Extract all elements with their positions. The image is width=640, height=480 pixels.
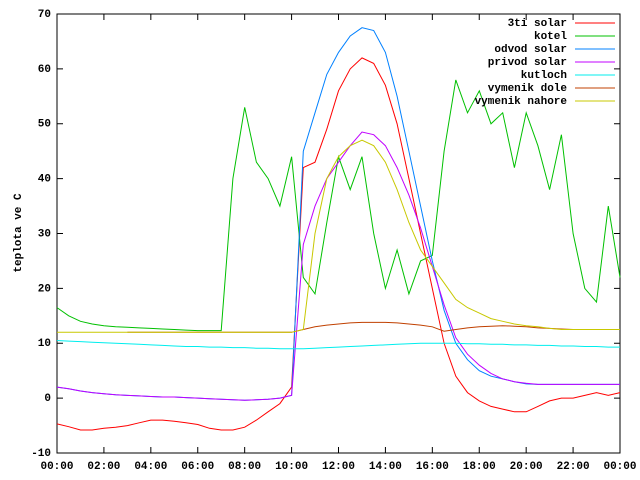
y-tick-label: -10 — [31, 448, 51, 460]
x-tick-label: 10:00 — [275, 461, 308, 473]
x-tick-label: 14:00 — [369, 461, 402, 473]
x-tick-label: 20:00 — [510, 461, 543, 473]
legend-label: privod solar — [488, 57, 567, 69]
x-tick-label: 22:00 — [557, 461, 590, 473]
legend-label: kutloch — [521, 70, 567, 82]
x-tick-label: 16:00 — [416, 461, 449, 473]
y-tick-label: 10 — [38, 338, 51, 350]
series-line — [56, 340, 620, 350]
series-line — [56, 131, 620, 401]
y-tick-label: 60 — [38, 64, 51, 76]
x-tick-label: 00:00 — [603, 461, 636, 473]
legend-label: vymenik nahore — [475, 96, 568, 108]
x-tick-label: 12:00 — [322, 461, 355, 473]
x-tick-label: 04:00 — [134, 461, 167, 473]
x-tick-label: 08:00 — [228, 461, 261, 473]
legend-label: odvod solar — [494, 44, 567, 56]
y-tick-label: 20 — [38, 283, 51, 295]
y-tick-label: 30 — [38, 228, 51, 240]
x-tick-label: 02:00 — [87, 461, 120, 473]
x-tick-label: 00:00 — [40, 461, 73, 473]
x-tick-label: 06:00 — [181, 461, 214, 473]
legend-label: kotel — [534, 31, 567, 43]
y-tick-label: 40 — [38, 174, 51, 186]
y-tick-label: 0 — [44, 393, 51, 405]
y-tick-label: 70 — [38, 9, 51, 21]
series-line — [56, 57, 621, 431]
x-tick-label: 18:00 — [463, 461, 496, 473]
y-axis-label: teplota ve C — [13, 193, 25, 273]
series-line — [57, 139, 620, 333]
legend-label: vymenik dole — [488, 83, 568, 95]
series-line — [56, 79, 621, 332]
legend-label: 3ti solar — [508, 18, 567, 30]
y-tick-label: 50 — [38, 119, 51, 131]
